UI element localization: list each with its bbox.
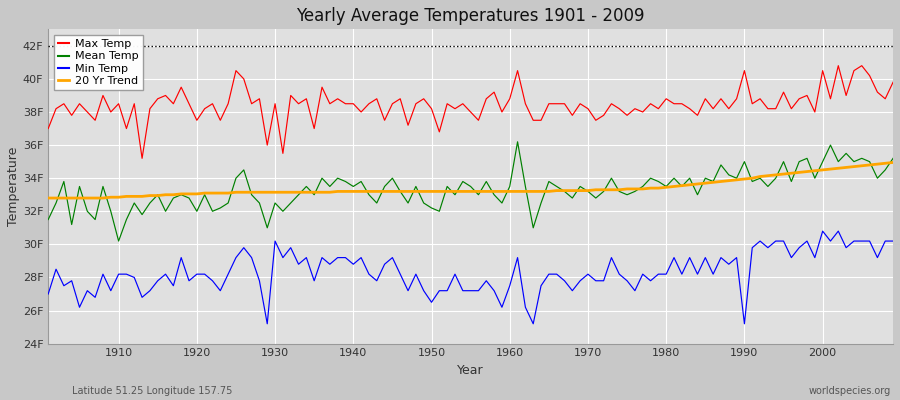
- X-axis label: Year: Year: [457, 364, 484, 377]
- Text: worldspecies.org: worldspecies.org: [809, 386, 891, 396]
- Y-axis label: Temperature: Temperature: [7, 147, 20, 226]
- Legend: Max Temp, Mean Temp, Min Temp, 20 Yr Trend: Max Temp, Mean Temp, Min Temp, 20 Yr Tre…: [54, 35, 143, 90]
- Text: Latitude 51.25 Longitude 157.75: Latitude 51.25 Longitude 157.75: [72, 386, 232, 396]
- Title: Yearly Average Temperatures 1901 - 2009: Yearly Average Temperatures 1901 - 2009: [296, 7, 645, 25]
